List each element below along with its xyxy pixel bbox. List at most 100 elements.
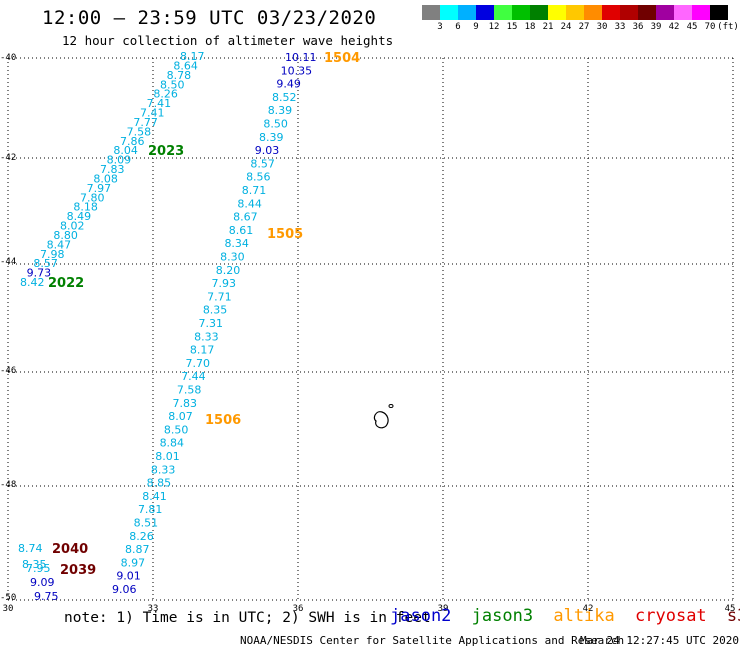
swh-value: 8.74 <box>18 542 43 555</box>
color-scale-bar <box>422 5 728 20</box>
swh-value: 8.50 <box>160 78 185 91</box>
swh-value: 7.93 <box>211 277 236 290</box>
scale-label: (ft) <box>717 22 739 32</box>
scale-label: 12 <box>488 22 500 32</box>
scale-swatch <box>494 5 512 20</box>
swh-value: 8.47 <box>47 238 72 251</box>
scale-swatch <box>548 5 566 20</box>
island-outline <box>373 411 389 429</box>
scale-swatch <box>620 5 638 20</box>
legend-cryosat: cryosat <box>635 606 707 626</box>
swh-value: 8.35 <box>203 304 228 317</box>
swh-value: 8.02 <box>60 220 85 233</box>
swh-value: 7.58 <box>127 125 151 138</box>
swh-value: 8.35 <box>22 558 47 571</box>
swh-value: 8.17 <box>180 50 205 63</box>
scale-label: 27 <box>578 22 590 32</box>
lon-label: 36 <box>292 604 304 614</box>
swh-value: 8.18 <box>73 201 98 214</box>
lon-label: 39 <box>437 604 449 614</box>
scale-swatch <box>692 5 710 20</box>
legend-jason2: jason2 <box>390 606 452 626</box>
swh-value: 7.97 <box>87 182 112 195</box>
pass-label: 1504 <box>324 51 360 66</box>
swh-value: 7.31 <box>199 317 224 330</box>
swh-value: 8.49 <box>67 210 92 223</box>
lat-label: -46 <box>0 366 17 376</box>
lon-label: 42 <box>582 604 594 614</box>
swh-value: 7.83 <box>173 397 198 410</box>
pass-label: 2040 <box>52 542 88 557</box>
satellite-legend: jason2 jason3 altika cryosat s3a <box>390 606 740 626</box>
swh-value: 8.04 <box>113 144 138 157</box>
swh-value: 7.86 <box>120 135 145 148</box>
swh-value: 8.67 <box>233 211 258 224</box>
notes-text: note: 1) Time is in UTC; 2) SWH is in fe… <box>64 610 431 626</box>
scale-swatch <box>512 5 530 20</box>
swh-value: 8.33 <box>151 463 176 476</box>
scale-swatch <box>584 5 602 20</box>
scale-label: 39 <box>650 22 662 32</box>
lat-label: -50 <box>0 593 17 603</box>
footer-timestamp: Mar 24 12:27:45 UTC 2020 <box>580 634 739 647</box>
swh-value: 8.57 <box>250 157 275 170</box>
swh-value: 8.09 <box>107 154 131 167</box>
scale-label: 6 <box>455 22 461 32</box>
scale-label: 70 <box>704 22 716 32</box>
swh-value: 8.50 <box>263 118 288 131</box>
scale-label: 9 <box>473 22 479 32</box>
swh-value: 8.80 <box>53 229 77 242</box>
scale-label: 30 <box>596 22 608 32</box>
swh-value: 9.06 <box>112 583 137 596</box>
scale-swatch <box>458 5 476 20</box>
swh-value: 8.33 <box>194 330 219 343</box>
scale-label: 36 <box>632 22 644 32</box>
swh-value: 9.01 <box>116 570 141 583</box>
swh-value: 8.87 <box>125 543 150 556</box>
swh-value: 8.57 <box>33 257 58 270</box>
swh-value: 7.80 <box>80 191 105 204</box>
map-subtitle: 12 hour collection of altimeter wave hei… <box>62 33 394 48</box>
swh-value: 8.34 <box>224 237 249 250</box>
swh-value: 8.51 <box>134 517 159 530</box>
swh-value: 9.03 <box>255 144 280 157</box>
swh-value: 8.52 <box>272 91 297 104</box>
pass-label: 2022 <box>48 276 84 291</box>
swh-value: 8.78 <box>167 69 192 82</box>
swh-value: 8.50 <box>164 423 189 436</box>
scale-swatch <box>566 5 584 20</box>
swh-value: 8.71 <box>242 184 267 197</box>
scale-label: 24 <box>560 22 572 32</box>
swh-value: 8.64 <box>173 59 198 72</box>
swh-value: 7.98 <box>40 248 65 261</box>
lon-label: 33 <box>147 604 159 614</box>
lat-label: -40 <box>0 53 17 63</box>
lat-label: -48 <box>0 480 17 490</box>
legend-altika: altika <box>553 606 615 626</box>
swh-value: 8.20 <box>216 264 241 277</box>
scale-swatch <box>530 5 548 20</box>
swh-value: 7.58 <box>177 384 202 397</box>
lat-label: -42 <box>0 153 17 163</box>
scale-swatch <box>422 5 440 20</box>
legend-s3a: s3a <box>726 606 740 626</box>
swh-value: 8.08 <box>93 172 118 185</box>
swh-value: 8.26 <box>129 530 154 543</box>
swh-value: 8.61 <box>229 224 254 237</box>
footer: NOAA/NESDIS Center for Satellite Applica… <box>240 634 739 647</box>
scale-label: 33 <box>614 22 626 32</box>
swh-value: 8.56 <box>246 171 271 184</box>
swh-value: 7.44 <box>181 370 206 383</box>
legend-jason3: jason3 <box>471 606 534 626</box>
swh-value: 8.41 <box>142 490 167 503</box>
swh-value: 8.26 <box>153 88 178 101</box>
swh-value: 7.70 <box>186 357 211 370</box>
scale-label: 21 <box>542 22 554 32</box>
swh-value: 8.01 <box>155 450 180 463</box>
pass-label: 2023 <box>148 144 184 159</box>
pass-label: 2039 <box>60 563 96 578</box>
swh-value: 8.84 <box>160 437 185 450</box>
swh-value: 7.95 <box>26 562 51 575</box>
swh-value: 9.73 <box>27 267 51 280</box>
swh-value: 8.44 <box>237 197 261 210</box>
